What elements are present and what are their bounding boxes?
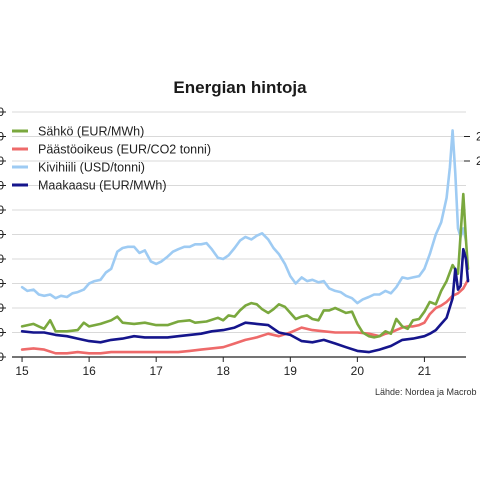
y-tick-label: 0 — [0, 105, 4, 119]
y-tick-label: 0 — [0, 179, 4, 193]
x-tick-label: 15 — [15, 364, 29, 378]
x-tick-label: 18 — [217, 364, 231, 378]
legend: Sähkö (EUR/MWh) Päästöoikeus (EUR/CO2 ton… — [12, 125, 211, 193]
y-tick-label: 0 — [0, 154, 4, 168]
y-tick-label: 0 — [0, 203, 4, 217]
right-tick-label: 2 — [476, 154, 480, 168]
series-line — [20, 278, 470, 355]
x-tick-label: 21 — [418, 364, 432, 378]
y-tick-label: 0 — [0, 301, 4, 315]
series-line — [20, 129, 468, 305]
y-tick-label: 0 — [0, 252, 4, 266]
x-tick-label: 17 — [150, 364, 164, 378]
legend-label: Kivihiili (USD/tonni) — [38, 161, 145, 175]
series-line — [20, 247, 470, 354]
y-tick-label: 0 — [0, 228, 4, 242]
x-axis: 15 16 17 18 19 20 21 — [12, 356, 466, 378]
y-tick-label: 0 — [0, 130, 4, 144]
right-axis-ticks: 22 — [464, 130, 480, 168]
y-tick-label: 0 — [0, 277, 4, 291]
legend-label: Sähkö (EUR/MWh) — [38, 125, 144, 139]
x-tick-label: 16 — [82, 364, 96, 378]
x-tick-label: 20 — [351, 364, 365, 378]
x-tick-label: 19 — [284, 364, 298, 378]
right-tick-label: 2 — [476, 130, 480, 144]
source-note: Lähde: Nordea ja Macrob — [375, 387, 477, 397]
y-tick-label: 0 — [0, 350, 4, 364]
legend-label: Maakaasu (EUR/MWh) — [38, 179, 167, 193]
y-axis-ticks: 0 0 0 0 0 0 0 0 0 0 0 — [0, 105, 6, 364]
chart-title: Energian hintoja — [173, 78, 307, 97]
series-lines — [20, 129, 470, 355]
legend-label: Päästöoikeus (EUR/CO2 tonni) — [38, 143, 211, 157]
y-tick-label: 0 — [0, 326, 4, 340]
series-line — [20, 192, 470, 339]
